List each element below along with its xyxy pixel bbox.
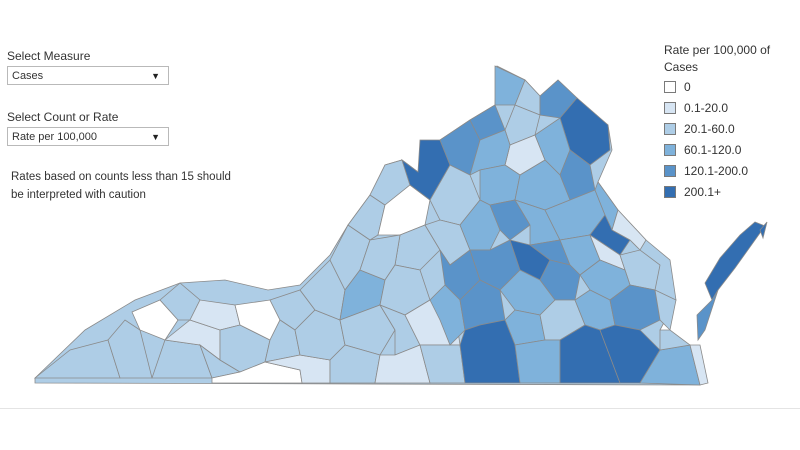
- legend-label: 120.1-200.0: [684, 164, 749, 178]
- virginia-county-map: [33, 65, 768, 386]
- count-rate-selected-value: Rate per 100,000: [12, 131, 98, 143]
- chevron-down-icon: ▼: [151, 71, 160, 81]
- eastern-shore-county[interactable]: [696, 289, 719, 342]
- legend-label: 20.1-60.0: [684, 122, 735, 136]
- count-rate-dropdown[interactable]: Rate per 100,000 ▼: [7, 127, 169, 146]
- legend-item[interactable]: 120.1-200.0: [664, 161, 794, 181]
- legend-item[interactable]: 20.1-60.0: [664, 119, 794, 139]
- legend-swatch: [664, 186, 676, 198]
- legend-swatch: [664, 144, 676, 156]
- county-region[interactable]: [374, 344, 431, 384]
- county-region[interactable]: [611, 209, 647, 251]
- legend-title: Rate per 100,000 of Cases: [664, 43, 771, 74]
- county-region[interactable]: [559, 324, 621, 384]
- county-region[interactable]: [339, 304, 396, 356]
- measure-selected-value: Cases: [12, 70, 44, 82]
- legend-label: 0: [684, 80, 691, 94]
- legend-swatch: [664, 165, 676, 177]
- count-rate-label: Select Count or Rate: [7, 110, 119, 124]
- measure-dropdown[interactable]: Cases ▼: [7, 66, 169, 85]
- chevron-down-icon: ▼: [151, 132, 160, 142]
- legend-item[interactable]: 0.1-20.0: [664, 98, 794, 118]
- county-region[interactable]: [514, 339, 561, 384]
- county-region[interactable]: [479, 164, 521, 206]
- legend-label: 60.1-120.0: [684, 143, 742, 157]
- legend-label: 0.1-20.0: [684, 101, 729, 115]
- legend-item[interactable]: 0: [664, 77, 794, 97]
- island-region[interactable]: [759, 221, 768, 240]
- eastern-shore-county[interactable]: [704, 221, 766, 301]
- divider: [0, 408, 800, 409]
- legend-swatch: [664, 102, 676, 114]
- legend-item[interactable]: 60.1-120.0: [664, 140, 794, 160]
- measure-label: Select Measure: [7, 49, 91, 63]
- county-region[interactable]: [131, 299, 179, 341]
- county-region[interactable]: [689, 344, 709, 386]
- caution-note: Rates based on counts less than 15 shoul…: [11, 171, 231, 201]
- county-region[interactable]: [459, 319, 521, 384]
- county-region[interactable]: [107, 319, 153, 379]
- legend: Rate per 100,000 of Cases 0 0.1-20.0 20.1-…: [664, 42, 794, 202]
- county-region[interactable]: [589, 214, 631, 256]
- legend-item[interactable]: 200.1+: [664, 182, 794, 202]
- legend-label: 200.1+: [684, 185, 722, 199]
- legend-swatch: [664, 123, 676, 135]
- legend-swatch: [664, 81, 676, 93]
- county-region[interactable]: [489, 199, 531, 241]
- county-region[interactable]: [359, 234, 401, 281]
